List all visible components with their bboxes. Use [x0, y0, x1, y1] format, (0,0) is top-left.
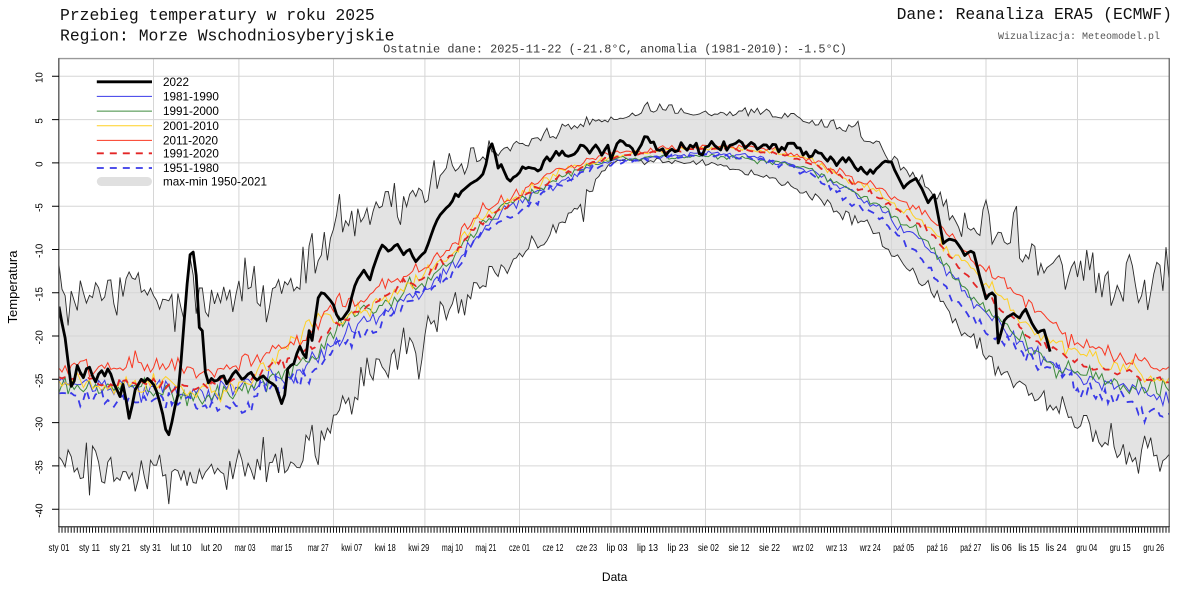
svg-text:max-min 1950-2021: max-min 1950-2021 [163, 176, 267, 189]
svg-text:sty 01: sty 01 [49, 543, 70, 554]
svg-text:sty 11: sty 11 [79, 543, 100, 554]
svg-text:-5: -5 [35, 203, 46, 212]
svg-text:2001-2010: 2001-2010 [163, 120, 219, 133]
svg-text:sie 22: sie 22 [759, 543, 780, 554]
svg-text:-20: -20 [35, 330, 46, 345]
svg-text:maj 21: maj 21 [475, 543, 496, 554]
svg-text:2011-2020: 2011-2020 [163, 134, 219, 147]
svg-text:-10: -10 [35, 243, 46, 258]
svg-text:gru 26: gru 26 [1143, 543, 1164, 554]
svg-text:sie 02: sie 02 [698, 543, 719, 554]
svg-text:-25: -25 [35, 373, 46, 388]
svg-text:mar 27: mar 27 [308, 543, 329, 554]
svg-text:1991-2000: 1991-2000 [163, 105, 219, 118]
svg-text:paź 16: paź 16 [927, 543, 948, 554]
svg-text:1951-1980: 1951-1980 [163, 162, 219, 175]
svg-text:sty 21: sty 21 [110, 543, 131, 554]
svg-text:1981-1990: 1981-1990 [163, 90, 219, 103]
svg-text:10: 10 [35, 72, 46, 83]
svg-text:sty 31: sty 31 [140, 543, 161, 554]
svg-text:lut 20: lut 20 [201, 543, 222, 554]
svg-text:-35: -35 [35, 460, 46, 475]
svg-text:wrz 02: wrz 02 [792, 543, 814, 554]
svg-text:Region: Morze Wschodniosyberyj: Region: Morze Wschodniosyberyjskie [60, 27, 394, 46]
svg-text:Ostatnie dane: 2025-11-22 (-21: Ostatnie dane: 2025-11-22 (-21.8°C, anom… [383, 43, 847, 57]
svg-text:kwi 07: kwi 07 [341, 543, 362, 554]
svg-text:cze 12: cze 12 [543, 543, 564, 554]
svg-text:lut 10: lut 10 [171, 543, 192, 554]
svg-text:mar 03: mar 03 [235, 543, 256, 554]
svg-text:Temperatura: Temperatura [5, 250, 20, 324]
svg-text:sie 12: sie 12 [729, 543, 750, 554]
svg-text:gru 15: gru 15 [1110, 543, 1131, 554]
svg-text:kwi 29: kwi 29 [408, 543, 429, 554]
svg-text:-30: -30 [35, 416, 46, 431]
svg-text:lip 23: lip 23 [668, 543, 689, 554]
svg-text:mar 15: mar 15 [271, 543, 292, 554]
svg-text:maj 10: maj 10 [442, 543, 463, 554]
svg-text:lip 13: lip 13 [637, 543, 658, 554]
svg-text:Dane: Reanaliza ERA5 (ECMWF): Dane: Reanaliza ERA5 (ECMWF) [897, 5, 1172, 24]
svg-text:paź 27: paź 27 [960, 543, 981, 554]
svg-text:0: 0 [35, 161, 46, 167]
svg-text:lis 15: lis 15 [1018, 543, 1040, 554]
svg-text:lis 06: lis 06 [991, 543, 1013, 554]
svg-text:5: 5 [35, 118, 46, 124]
svg-text:-40: -40 [35, 503, 46, 518]
svg-text:Data: Data [602, 570, 628, 584]
svg-text:wrz 13: wrz 13 [825, 543, 847, 554]
svg-text:Wizualizacja: Meteomodel.pl: Wizualizacja: Meteomodel.pl [998, 31, 1160, 43]
svg-text:cze 01: cze 01 [509, 543, 530, 554]
svg-text:lis 24: lis 24 [1046, 543, 1068, 554]
svg-text:cze 23: cze 23 [576, 543, 597, 554]
svg-text:paź 05: paź 05 [893, 543, 914, 554]
svg-text:1991-2020: 1991-2020 [163, 147, 219, 160]
svg-text:-15: -15 [35, 286, 46, 301]
svg-text:Przebieg temperatury w roku 20: Przebieg temperatury w roku 2025 [60, 6, 375, 25]
svg-text:2022: 2022 [163, 76, 189, 89]
svg-text:lip 03: lip 03 [607, 543, 628, 554]
svg-text:kwi 18: kwi 18 [375, 543, 396, 554]
svg-text:gru 04: gru 04 [1076, 543, 1097, 554]
svg-text:wrz 24: wrz 24 [859, 543, 881, 554]
